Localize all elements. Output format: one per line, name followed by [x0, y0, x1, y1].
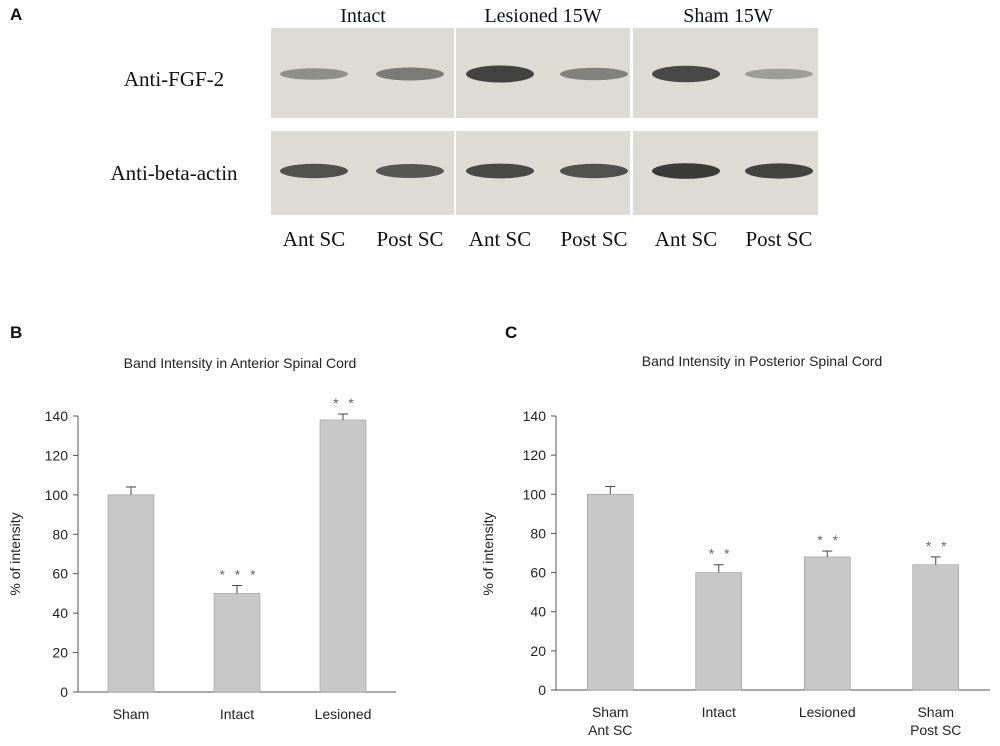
chart-b-tick-label: 100: [45, 487, 69, 503]
row-label-fgf2: Anti-FGF-2: [124, 67, 224, 91]
chart-b-error-bars: [126, 413, 348, 594]
lane-label-2: Post SC: [376, 227, 443, 251]
group-header-sham: Sham 15W: [683, 5, 773, 27]
chart-b-ylabel: % of intensity: [7, 512, 23, 595]
chart-c-category-label: Ant SC: [588, 722, 632, 738]
actin-band-2: [376, 164, 444, 178]
chart-b-bars: [107, 419, 367, 693]
panel-a-letter: A: [10, 5, 22, 24]
chart-c-tick-label: 40: [530, 604, 546, 620]
chart-c-bar: [803, 556, 851, 691]
chart-b-tick-label: 140: [45, 408, 69, 424]
chart-b: B Band Intensity in Anterior Spinal Cord…: [7, 323, 396, 722]
chart-c-bars: [586, 493, 960, 691]
chart-c-tick-label: 140: [523, 408, 547, 424]
chart-b-tick-label: 80: [52, 526, 68, 542]
fgf2-band-5: [652, 65, 720, 83]
chart-b-title: Band Intensity in Anterior Spinal Cord: [124, 355, 357, 371]
lane-label-1: Ant SC: [283, 227, 345, 251]
chart-c-significance: * * * * * *: [709, 532, 950, 562]
chart-c-significance-mark: * *: [817, 532, 841, 548]
chart-c-tick-label: 120: [523, 447, 547, 463]
chart-b-tick-label: 20: [52, 645, 68, 661]
actin-bands: [280, 163, 813, 179]
chart-b-category-label: Lesioned: [315, 706, 372, 722]
chart-c-category-label: Sham: [592, 704, 629, 720]
actin-band-3: [466, 163, 534, 179]
chart-c-tick-label: 20: [530, 643, 546, 659]
panel-a: A Intact Lesioned 15W Sham 15W Anti-FGF-…: [10, 5, 818, 251]
chart-b-category-label: Intact: [220, 706, 254, 722]
chart-c-significance-mark: * *: [709, 546, 733, 562]
actin-band-1: [280, 163, 348, 179]
fgf2-band-1: [280, 68, 348, 80]
fgf2-band-2: [376, 67, 444, 81]
chart-c-tick-label: 60: [530, 565, 546, 581]
chart-b-significance-mark: * *: [333, 395, 357, 411]
chart-c-bar: [695, 572, 743, 691]
chart-b-bar: [213, 593, 261, 693]
group-header-lesioned: Lesioned 15W: [484, 5, 601, 27]
chart-b-categories: Sham Intact Lesioned: [113, 706, 372, 722]
chart-c-tick-label: 100: [523, 486, 547, 502]
chart-b-category-label: Sham: [113, 706, 150, 722]
chart-b-tick-label: 40: [52, 605, 68, 621]
chart-c-category-label: Intact: [702, 704, 736, 720]
lane-label-3: Ant SC: [469, 227, 531, 251]
chart-b-ticks: 0 20 40 60 80 100 120 140: [45, 408, 78, 700]
chart-b-tick-label: 120: [45, 447, 69, 463]
actin-band-6: [745, 163, 813, 179]
chart-b-bar: [107, 494, 155, 693]
chart-c-bar: [912, 564, 960, 691]
chart-c-title: Band Intensity in Posterior Spinal Cord: [642, 353, 882, 369]
chart-b-tick-label: 0: [60, 684, 68, 700]
lane-label-6: Post SC: [745, 227, 812, 251]
panel-b-letter: B: [10, 323, 22, 342]
panel-c-letter: C: [505, 323, 517, 342]
chart-c-tick-label: 80: [530, 525, 546, 541]
chart-c-error-bars: [605, 485, 941, 573]
chart-c-bar: [586, 493, 634, 691]
chart-c-significance-mark: * *: [926, 538, 950, 554]
chart-b-tick-label: 60: [52, 566, 68, 582]
chart-c-ylabel: % of intensity: [480, 512, 496, 595]
lane-label-5: Ant SC: [655, 227, 717, 251]
actin-band-4: [560, 163, 628, 179]
chart-c-ticks: 0 20 40 60 80 100 120 140: [523, 408, 556, 698]
lane-label-4: Post SC: [560, 227, 627, 251]
fgf2-band-6: [745, 68, 813, 80]
chart-c-tick-label: 0: [538, 682, 546, 698]
chart-c-categories: Sham Ant SC Intact Lesioned Sham Post SC: [588, 704, 961, 738]
group-header-intact: Intact: [340, 5, 386, 27]
chart-c-category-label: Sham: [917, 704, 954, 720]
actin-band-5: [652, 163, 720, 179]
row-label-actin: Anti-beta-actin: [110, 161, 238, 185]
fgf2-band-4: [560, 67, 628, 81]
chart-b-significance-mark: * * *: [219, 567, 258, 583]
fgf2-bands: [280, 65, 813, 83]
chart-c-category-label: Post SC: [910, 722, 961, 738]
chart-c: C Band Intensity in Posterior Spinal Cor…: [480, 323, 990, 738]
chart-c-category-label: Lesioned: [799, 704, 856, 720]
chart-b-significance: * * * * *: [219, 395, 357, 583]
chart-b-bar: [319, 419, 367, 693]
fgf2-band-3: [466, 65, 534, 83]
